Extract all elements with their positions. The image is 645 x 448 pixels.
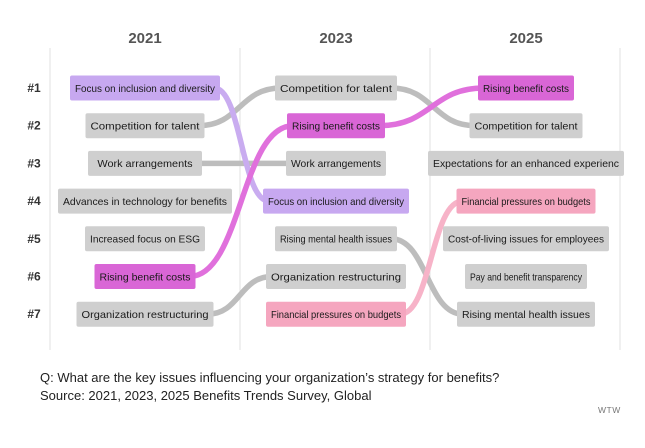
rank-label-4: #4 (27, 194, 41, 208)
issue-box-bg (465, 264, 587, 289)
issue-boxes: Focus on inclusion and diversity Competit… (58, 75, 624, 327)
issue-box-2025-rank-4: Financial pressures on budgets (456, 188, 596, 214)
issue-box-bg (76, 301, 214, 327)
issue-box-2023-rank-5: Rising mental health issues (275, 226, 397, 252)
issue-label-expectations-for-an-enhanced-experienc: Expectations for an enhanced experienc (433, 158, 619, 170)
issue-box-bg (478, 75, 574, 101)
year-header-2023: 2023 (319, 30, 352, 47)
issue-box-2025-rank-7: Rising mental health issues (457, 301, 595, 327)
issue-box-bg (428, 150, 624, 176)
question-text: Q: What are the key issues influencing y… (40, 370, 499, 385)
issue-box-2021-rank-5: Increased focus on ESG (85, 226, 205, 252)
issue-label-focus-on-inclusion-and-diversity: Focus on inclusion and diversity (268, 196, 405, 208)
issue-box-bg (94, 264, 196, 289)
issue-label-competition-for-talent: Competition for talent (475, 121, 578, 133)
issue-box-2023-rank-6: Organization restructuring (266, 264, 406, 289)
issue-label-advances-in-technology-for-benefits: Advances in technology for benefits (63, 196, 227, 208)
rank-label-5: #5 (27, 232, 41, 246)
issue-box-2025-rank-2: Competition for talent (469, 113, 583, 139)
issue-label-pay-and-benefit-transparency: Pay and benefit transparency (470, 271, 583, 283)
issue-box-2021-rank-7: Organization restructuring (76, 301, 214, 327)
issue-box-bg (275, 75, 397, 101)
issue-box-2023-rank-3: Work arrangements (286, 150, 386, 176)
rank-label-3: #3 (27, 156, 41, 170)
issue-label-rising-mental-health-issues: Rising mental health issues (280, 234, 392, 246)
issue-label-financial-pressures-on-budgets: Financial pressures on budgets (462, 196, 591, 208)
issue-label-competition-for-talent: Competition for talent (280, 83, 392, 95)
connector-lines (186, 85, 487, 317)
rank-label-6: #6 (27, 270, 41, 284)
issue-box-2021-rank-2: Competition for talent (85, 113, 205, 139)
issue-box-2025-rank-3: Expectations for an enhanced experienc (428, 150, 624, 176)
rank-label-1: #1 (27, 81, 41, 95)
issue-box-2021-rank-1: Focus on inclusion and diversity (70, 75, 220, 101)
issue-box-2025-rank-1: Rising benefit costs (478, 75, 574, 101)
issue-label-rising-mental-health-issues: Rising mental health issues (462, 309, 590, 321)
issue-box-2023-rank-7: Financial pressures on budgets (266, 301, 406, 327)
issue-label-work-arrangements: Work arrangements (97, 158, 192, 170)
connector-organization-restructuring-2021-2023 (204, 273, 275, 317)
issue-box-bg (266, 301, 406, 327)
brand-logo-text: WTW (598, 405, 621, 415)
issue-label-increased-focus-on-esg: Increased focus on ESG (90, 234, 200, 246)
issue-box-bg (266, 264, 406, 289)
issue-box-bg (70, 75, 220, 101)
issue-box-2021-rank-6: Rising benefit costs (94, 264, 196, 289)
connector-focus-on-inclusion-and-diversity-2021-2023 (211, 85, 272, 204)
issue-box-bg (275, 226, 397, 252)
issue-box-2025-rank-5: Cost-of-living issues for employees (443, 226, 609, 252)
source-text: Source: 2021, 2023, 2025 Benefits Trends… (40, 388, 372, 403)
issue-label-competition-for-talent: Competition for talent (91, 121, 200, 133)
issue-label-cost-of-living-issues-for-employees: Cost-of-living issues for employees (448, 234, 604, 246)
issue-box-bg (85, 226, 205, 252)
issue-box-2023-rank-2: Rising benefit costs (287, 113, 385, 139)
issue-box-2023-rank-1: Competition for talent (275, 75, 397, 101)
issue-label-organization-restructuring: Organization restructuring (82, 309, 209, 321)
issue-box-2021-rank-3: Work arrangements (88, 150, 202, 176)
issue-label-rising-benefit-costs: Rising benefit costs (483, 83, 569, 95)
issue-box-bg (85, 113, 205, 139)
connector-competition-for-talent-2021-2023 (195, 85, 284, 129)
issue-label-rising-benefit-costs: Rising benefit costs (292, 121, 380, 133)
issue-box-2023-rank-4: Focus on inclusion and diversity (263, 188, 409, 214)
connector-rising-benefit-costs-2023-2025 (376, 85, 487, 129)
connector-rising-benefit-costs-2021-2023 (186, 122, 296, 280)
issue-box-bg (58, 188, 232, 214)
issue-box-bg (456, 188, 596, 214)
rank-labels: #1 #2 #3 #4 #5 #6 #7 (27, 81, 41, 321)
year-header-2025: 2025 (509, 30, 542, 47)
issue-box-2021-rank-4: Advances in technology for benefits (58, 188, 232, 214)
issue-box-bg (88, 150, 202, 176)
issue-label-work-arrangements: Work arrangements (291, 158, 381, 170)
issue-box-bg (469, 113, 583, 139)
issue-box-bg (287, 113, 385, 139)
issue-box-bg (457, 301, 595, 327)
issue-box-bg (443, 226, 609, 252)
column-gridlines (49, 48, 621, 350)
year-header-2021: 2021 (128, 30, 161, 47)
rank-label-2: #2 (27, 119, 41, 133)
issue-label-financial-pressures-on-budgets: Financial pressures on budgets (271, 309, 401, 321)
rank-label-7: #7 (27, 307, 41, 321)
issue-box-bg (286, 150, 386, 176)
issue-label-rising-benefit-costs: Rising benefit costs (100, 271, 191, 283)
issue-box-bg (263, 188, 409, 214)
issue-label-organization-restructuring: Organization restructuring (271, 271, 401, 283)
issue-box-2025-rank-6: Pay and benefit transparency (465, 264, 587, 289)
year-headers: 2021 2023 2025 (128, 30, 542, 47)
issue-label-focus-on-inclusion-and-diversity: Focus on inclusion and diversity (75, 83, 216, 95)
connector-financial-pressures-on-budgets-2023-2025 (397, 198, 466, 317)
